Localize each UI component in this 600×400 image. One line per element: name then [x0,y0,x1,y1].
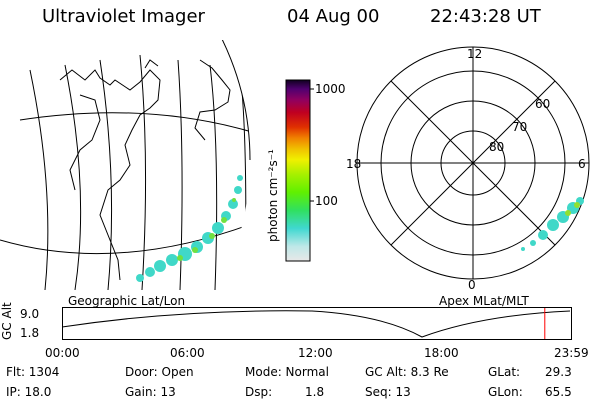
status-dsp-value: 1.8 [305,385,325,399]
coastline [59,59,231,281]
status-seq: Seq: 13 [365,385,411,399]
mlt-label-12: 12 [467,47,483,61]
altitude-timeline [62,307,572,340]
status-gain: Gain: 13 [125,385,176,399]
altitude-curve [62,310,571,338]
app-title: Ultraviolet Imager [42,6,205,27]
mlt-label-6: 6 [578,157,586,171]
status-door: Door: Open [125,365,194,379]
limb [221,40,251,161]
lat-label-60: 60 [535,97,551,111]
status-dsp-label: Dsp: [245,385,273,399]
status-gc-alt: GC Alt: 8.3 Re [365,365,449,379]
aurora-emission [136,175,243,282]
lat-line [0,219,250,255]
timeline-xtick-1200: 12:00 [298,346,333,360]
status-mode: Mode: Normal [245,365,329,379]
lat-label-70: 70 [512,120,528,134]
colorbar-tick-1000: 1000 [315,82,346,96]
time-readout: 22:43:28 UT [430,6,541,27]
status-glat-value: 29.3 [545,365,572,379]
status-glat-label: GLat: [488,365,521,379]
polar-label: Apex MLat/MLT [439,294,529,308]
colorbar-tick-100: 100 [315,194,338,208]
mlt-label-18: 18 [346,157,362,171]
mlt-label-0: 0 [468,278,476,292]
timeline-xtick-0000: 00:00 [45,346,80,360]
timeline-ytick-low: 1.8 [20,326,40,340]
date-readout: 04 Aug 00 [287,6,380,27]
polar-plot [356,46,590,280]
status-ip: IP: 18.0 [6,385,52,399]
status-glon-value: 65.5 [545,385,572,399]
status-glon-label: GLon: [488,385,523,399]
lat-line [19,112,250,136]
timeline-ytick-high: 9.0 [20,307,40,321]
timeline-xtick-1800: 18:00 [424,346,459,360]
timeline-xtick-2359: 23:59 [554,346,589,360]
status-flt: Flt: 1304 [6,365,60,379]
lat-label-80: 80 [489,140,505,154]
colorbar [285,79,314,262]
geographic-label: Geographic Lat/Lon [68,294,186,308]
colorbar-unit-label: photon cm⁻²s⁻¹ [266,149,280,242]
geographic-image [0,40,251,290]
timeline-xtick-0600: 06:00 [170,346,205,360]
timeline-axis-title: GC Alt [0,302,14,340]
